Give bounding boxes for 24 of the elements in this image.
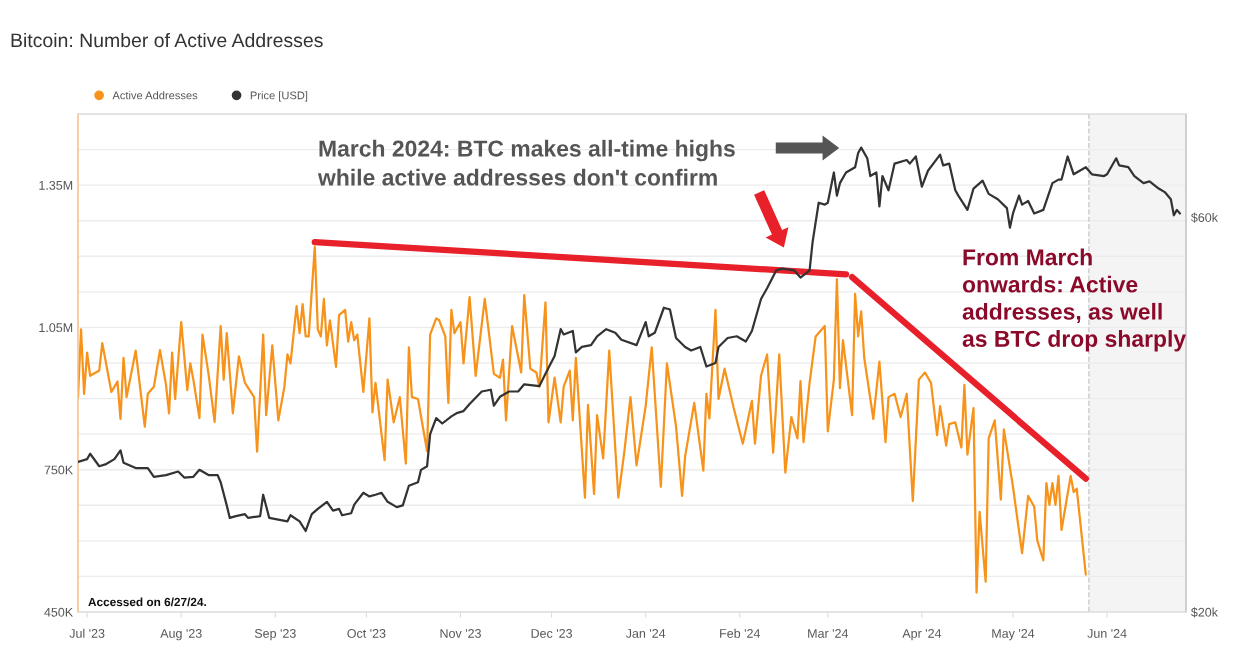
annotation: From March onwards: Active addresses, as well as BTC drop sharply [962,248,1186,352]
annotation: Accessed on 6/27/24. [88,597,206,607]
x-tick-label: May '24 [992,629,1035,641]
x-tick-label: Aug '23 [160,629,202,641]
y2-tick-label: $60k [1191,212,1218,223]
x-tick-label: Jan '24 [625,629,666,638]
x-tick-label: Mar '24 [808,629,849,638]
y2-tick-label: $20k [1191,607,1218,618]
legend-label: Active Addresses [112,91,198,100]
annotation: March 2024: BTC makes all-time highs while active addresses don't confirm [317,139,735,186]
x-tick-label: Sep '23 [254,629,296,641]
y-tick-label: 1.35M [39,180,73,190]
y-tick-label: 450K [44,607,73,617]
y-tick-label: 1.05M [39,323,73,333]
x-tick-label: Apr '24 [902,629,942,641]
x-tick-label: Jun '24 [1087,629,1127,638]
x-tick-label: Oct '23 [347,629,386,638]
x-tick-label: Jul '23 [69,628,105,638]
x-tick-label: Nov '23 [440,629,481,638]
y-tick-label: 750K [44,465,73,475]
legend-label: Price [USD] [250,91,308,102]
x-tick-label: Feb '24 [720,628,761,638]
chart-title: Bitcoin: Number of Active Addresses [11,32,323,48]
x-tick-label: Dec '23 [531,629,572,638]
